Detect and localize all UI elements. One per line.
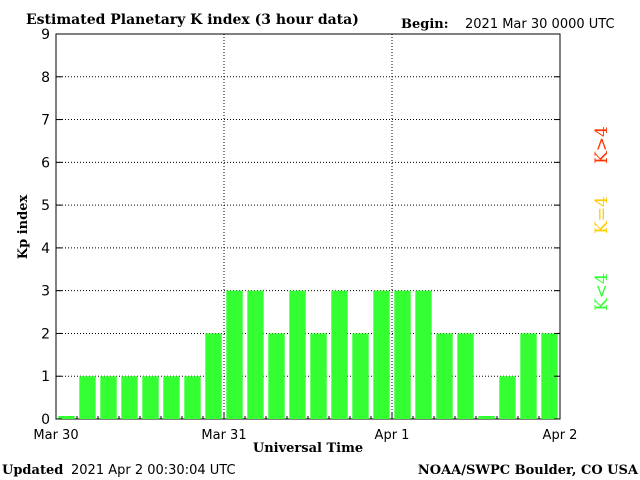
- bars: [58, 290, 558, 419]
- y-tick-label: 8: [41, 70, 50, 86]
- kp-bar: [163, 376, 180, 419]
- kp-bar: [499, 376, 516, 419]
- begin-label: Begin:: [401, 17, 449, 32]
- kp-bar: [541, 333, 558, 419]
- y-axis-ticks: 0 1 2 3 4 5 6 7 8 9: [41, 27, 560, 428]
- x-tick-label: Mar 30: [33, 428, 78, 443]
- kp-bar: [436, 333, 453, 419]
- kp-bar: [415, 290, 432, 419]
- updated-value: 2021 Apr 2 00:30:04 UTC: [71, 463, 236, 478]
- y-tick-label: 4: [41, 241, 50, 257]
- legend-k-greater-4: K>4: [592, 126, 612, 164]
- kp-bar: [310, 333, 327, 419]
- y-tick-label: 9: [41, 27, 50, 43]
- kp-bar: [520, 333, 537, 419]
- kp-bar: [79, 376, 96, 419]
- x-axis-label: Universal Time: [253, 441, 363, 456]
- kp-bar: [268, 333, 285, 419]
- kp-bar: [331, 290, 348, 419]
- x-tick-label: Apr 2: [543, 428, 578, 443]
- legend-k-equal-4: K=4: [592, 196, 612, 234]
- y-tick-label: 5: [41, 198, 50, 214]
- y-tick-label: 7: [41, 113, 50, 129]
- kp-bar: [205, 333, 222, 419]
- kp-bar: [394, 290, 411, 419]
- kp-bar: [58, 416, 75, 419]
- y-tick-label: 0: [41, 412, 50, 428]
- kp-bar: [247, 290, 264, 419]
- kp-bar: [373, 290, 390, 419]
- grid-lines: [56, 34, 560, 419]
- kp-bar: [184, 376, 201, 419]
- kp-bar: [121, 376, 138, 419]
- y-tick-label: 1: [41, 369, 50, 385]
- y-tick-label: 2: [41, 326, 50, 342]
- updated-label: Updated: [2, 463, 63, 478]
- kp-bar: [289, 290, 306, 419]
- begin-value: 2021 Mar 30 0000 UTC: [465, 17, 615, 32]
- plot-area: [55, 33, 561, 420]
- y-axis-label: Kp index: [16, 195, 31, 260]
- kp-bar: [352, 333, 369, 419]
- y-tick-label: 3: [41, 284, 50, 300]
- kp-bar: [478, 416, 495, 419]
- source-credit: NOAA/SWPC Boulder, CO USA: [418, 463, 639, 478]
- x-axis-ticks: Mar 30 Mar 31 Apr 1 Apr 2: [33, 413, 577, 443]
- legend-k-less-4: K<4: [592, 273, 612, 311]
- chart-title: Estimated Planetary K index (3 hour data…: [26, 12, 359, 28]
- kp-bar: [142, 376, 159, 419]
- kp-bar: [100, 376, 117, 419]
- x-tick-label: Apr 1: [375, 428, 410, 443]
- x-tick-label: Mar 31: [201, 428, 246, 443]
- y-tick-label: 6: [41, 155, 50, 171]
- kp-bar: [226, 290, 243, 419]
- kp-bar: [457, 333, 474, 419]
